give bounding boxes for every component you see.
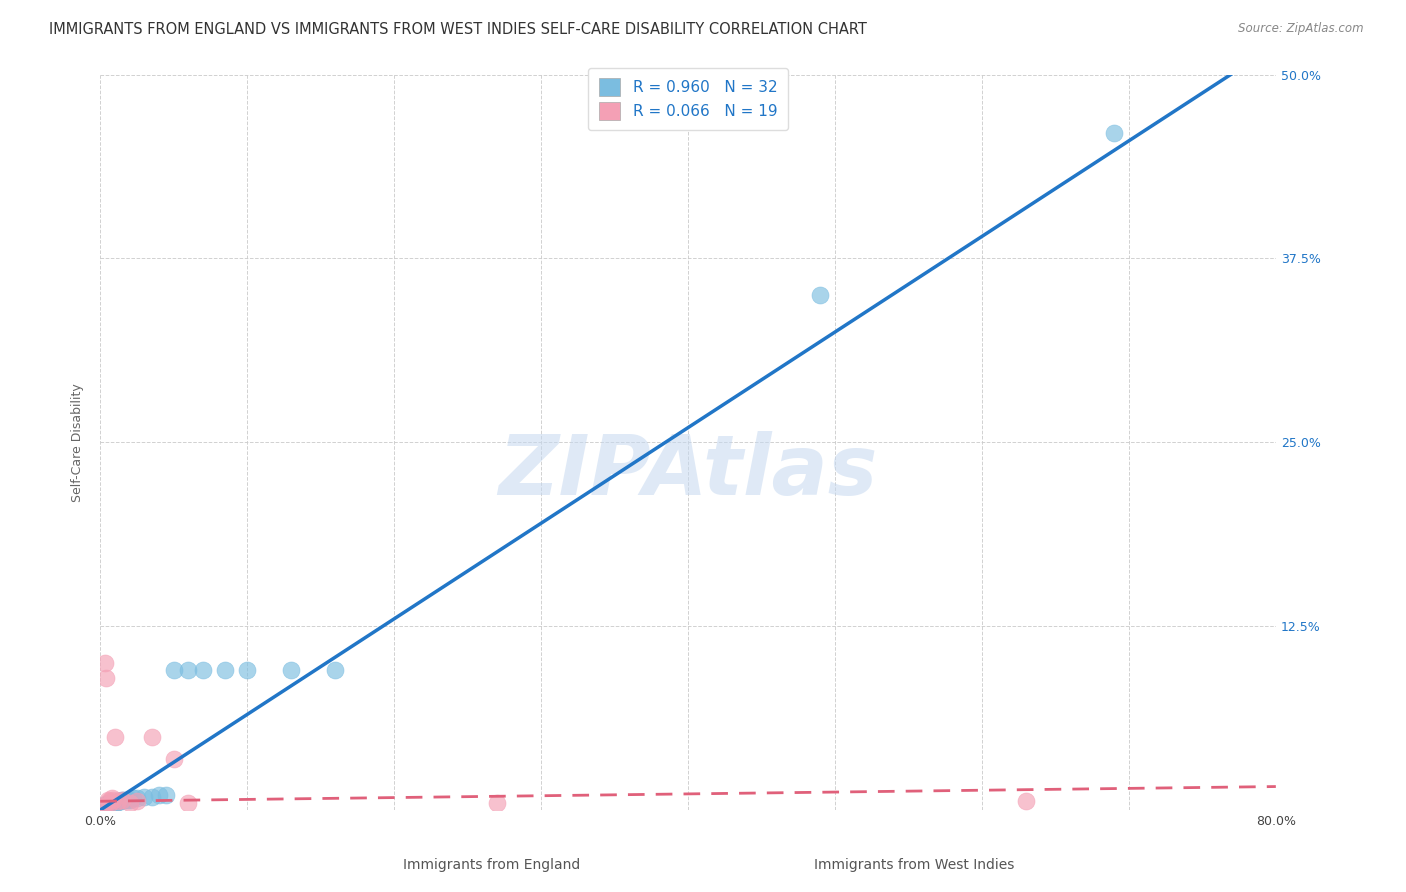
Point [100,797,122,812]
Point [94,671,117,685]
Point [177,796,200,810]
Point [141,789,163,804]
Point [191,664,214,678]
Point [177,664,200,678]
Point [125,791,148,805]
Text: Immigrants from West Indies: Immigrants from West Indies [814,858,1014,872]
Point [100,796,122,810]
Point [214,664,236,678]
Point [91,798,114,813]
Text: ZIPAtlas: ZIPAtlas [498,431,877,512]
Point [98,794,121,808]
Point [111,793,134,807]
Point [148,789,170,803]
Point [105,796,128,810]
Point [101,791,124,805]
Point [236,664,259,678]
Point [115,793,138,807]
Point [112,793,135,807]
Text: Immigrants from England: Immigrants from England [404,858,581,872]
Point [125,794,148,808]
Point [134,789,156,804]
Point [104,796,127,810]
Point [325,664,347,678]
Legend: R = 0.960   N = 32, R = 0.066   N = 19: R = 0.960 N = 32, R = 0.066 N = 19 [588,68,787,130]
Point [155,789,177,803]
Point [103,793,125,807]
Point [808,288,831,302]
Point [93,798,115,813]
Point [118,796,141,810]
Text: Source: ZipAtlas.com: Source: ZipAtlas.com [1239,22,1364,36]
Point [93,798,115,813]
Point [97,793,120,807]
Y-axis label: Self-Care Disability: Self-Care Disability [72,383,84,501]
Point [163,751,186,765]
Point [91,798,114,813]
Point [94,797,117,812]
Text: IMMIGRANTS FROM ENGLAND VS IMMIGRANTS FROM WEST INDIES SELF-CARE DISABILITY CORR: IMMIGRANTS FROM ENGLAND VS IMMIGRANTS FR… [49,22,868,37]
Point [280,664,302,678]
Point [163,664,186,678]
Point [98,796,121,810]
Point [111,793,134,807]
Point [108,794,131,808]
Point [141,730,163,744]
Point [485,796,508,810]
Point [1015,794,1038,808]
Point [1102,127,1125,141]
Point [104,730,127,744]
Point [107,794,129,808]
Point [103,796,125,810]
Point [118,793,141,807]
Point [121,791,143,805]
Point [107,794,129,808]
Point [101,797,124,812]
Point [97,797,120,812]
Point [110,794,132,808]
Point [93,656,115,670]
